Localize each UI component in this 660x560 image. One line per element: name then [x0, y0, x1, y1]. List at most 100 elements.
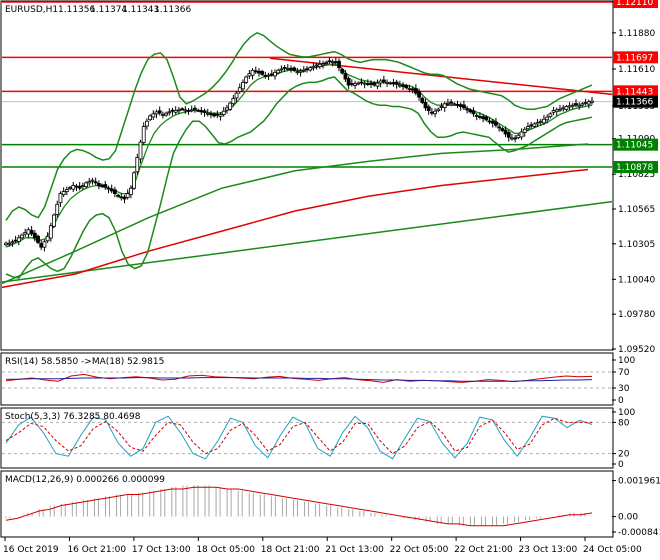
ohlc-open: 1.11356 — [58, 5, 95, 15]
candle-body — [173, 110, 178, 113]
candle-body — [455, 103, 460, 106]
candle-body — [164, 112, 169, 116]
level-tag-label: 1.11697 — [616, 53, 653, 63]
candle-body — [231, 98, 236, 105]
candle-body — [64, 189, 69, 192]
time-tick-label: 18 Oct 21:00 — [261, 545, 320, 555]
candle-body — [269, 73, 274, 76]
candle-body — [87, 181, 92, 184]
level-tag — [613, 0, 658, 8]
candle-body — [564, 106, 569, 110]
candle-body — [340, 68, 345, 74]
candle-body — [266, 74, 271, 77]
candle-body — [462, 104, 466, 109]
level-tags-group: 1.12110 1.11697 1.11443 1.11045 1.10878 1.113… — [613, 0, 658, 174]
candle-body — [13, 239, 18, 242]
indicator-level-label: 100 — [618, 356, 635, 366]
indicator-level-label: 100 — [618, 408, 635, 418]
candle-body — [128, 187, 133, 196]
candle-body — [369, 82, 373, 85]
candle-body — [346, 78, 351, 86]
candle-body — [100, 184, 104, 187]
candle-body — [205, 112, 210, 115]
candle-body — [68, 187, 72, 189]
trend-line-red — [269, 57, 613, 96]
candle-body — [109, 188, 114, 192]
candle-body — [513, 137, 518, 140]
candle-body — [141, 126, 146, 143]
level-tag — [613, 85, 658, 98]
candle-body — [490, 120, 495, 124]
candle-body — [484, 116, 489, 121]
candle-body — [151, 113, 156, 118]
price-tick-label: 1.09780 — [618, 310, 655, 320]
candle-body — [365, 83, 370, 85]
candle-body — [144, 120, 149, 127]
indicator-level-label: 70 — [618, 368, 630, 378]
candle-body — [423, 102, 428, 109]
candle-body — [10, 241, 15, 244]
indicator-level-label: 0 — [618, 460, 624, 470]
time-tick-label: 18 Oct 05:00 — [196, 545, 255, 555]
candle-body — [413, 88, 418, 94]
candle-body — [247, 73, 252, 77]
price-tick-label: 1.10565 — [618, 205, 655, 215]
stoch-d-line — [5, 417, 592, 455]
candle-body — [394, 81, 399, 85]
candle-body — [349, 83, 354, 85]
candle-body — [276, 69, 281, 74]
candle-body — [112, 189, 117, 194]
macd-signal-line — [5, 486, 593, 527]
candle-body — [359, 81, 364, 84]
candle-body — [426, 106, 431, 111]
candle-body — [32, 232, 37, 239]
indicator-level-label: -0.000841 — [618, 528, 660, 538]
price-tick-label: 1.10305 — [618, 240, 655, 250]
candle-body — [417, 91, 421, 98]
candle-body — [391, 82, 396, 85]
level-tag-label: 1.12110 — [616, 0, 653, 8]
candle-body — [103, 184, 108, 188]
price-tick-label: 1.10040 — [618, 275, 655, 285]
candle-body — [7, 242, 12, 245]
candle-body — [487, 120, 492, 123]
candle-body — [570, 104, 575, 107]
candle-body — [48, 225, 53, 239]
candle-body — [273, 71, 277, 77]
candle-body — [410, 88, 415, 91]
candle-body — [474, 115, 479, 117]
main-panel-frame — [0, 0, 614, 351]
candle-body — [478, 116, 482, 118]
candle-body — [522, 128, 527, 133]
indicator-level-label: 80 — [618, 418, 630, 428]
candle-body — [263, 75, 268, 77]
candle-body — [529, 124, 534, 127]
candle-body — [199, 110, 204, 113]
horizontal-levels-group — [2, 1, 613, 168]
candle-body — [289, 67, 293, 70]
candle-body — [494, 121, 498, 126]
candle-body — [138, 141, 143, 160]
candle-body — [260, 71, 265, 75]
candle-body — [285, 67, 290, 70]
candle-body — [353, 83, 357, 86]
candle-body — [253, 70, 258, 73]
candle-body — [135, 157, 140, 173]
candle-body — [279, 68, 284, 71]
candle-body — [16, 237, 21, 242]
candle-body — [311, 65, 316, 69]
candle-body — [84, 182, 88, 188]
candle-body — [20, 234, 24, 239]
level-tag-label: 1.10878 — [616, 163, 653, 173]
candle-body — [154, 111, 159, 115]
candle-body — [295, 71, 300, 74]
candle-body — [375, 82, 380, 87]
candle-body — [228, 102, 233, 110]
candle-body — [39, 243, 44, 248]
candle-body — [61, 191, 66, 196]
candle-body — [77, 185, 82, 189]
bollinger-lower — [5, 76, 593, 279]
candle-body — [209, 113, 213, 116]
candle-body — [446, 102, 450, 105]
candle-body — [449, 101, 454, 104]
